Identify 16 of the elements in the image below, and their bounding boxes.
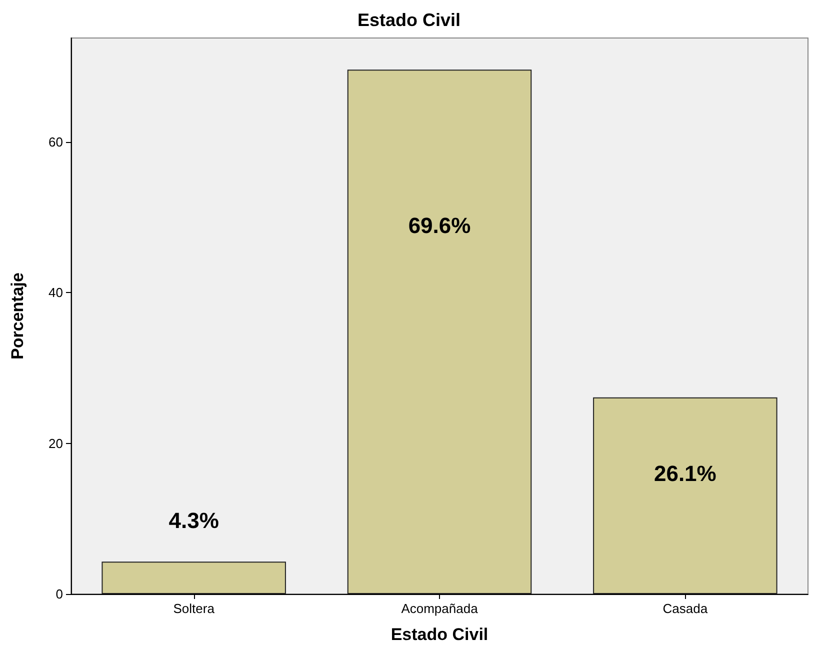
bar [102,562,286,594]
chart-title: Estado Civil [357,10,461,30]
bar [347,70,532,594]
y-tick-label: 20 [48,436,63,451]
data-label: 69.6% [408,213,471,238]
y-axis-title: Porcentaje [8,272,27,360]
data-label: 4.3% [168,508,219,534]
y-tick-label: 40 [48,285,63,300]
bar [593,397,778,594]
x-axis-title: Estado Civil [390,625,488,644]
y-tick-label: 60 [48,134,63,150]
x-tick-label: Casada [662,601,708,616]
x-tick-label: Soltera [173,601,216,616]
data-label: 26.1% [654,460,716,486]
y-tick-label: 0 [56,586,63,602]
x-tick-label: Acompañada [401,601,479,616]
